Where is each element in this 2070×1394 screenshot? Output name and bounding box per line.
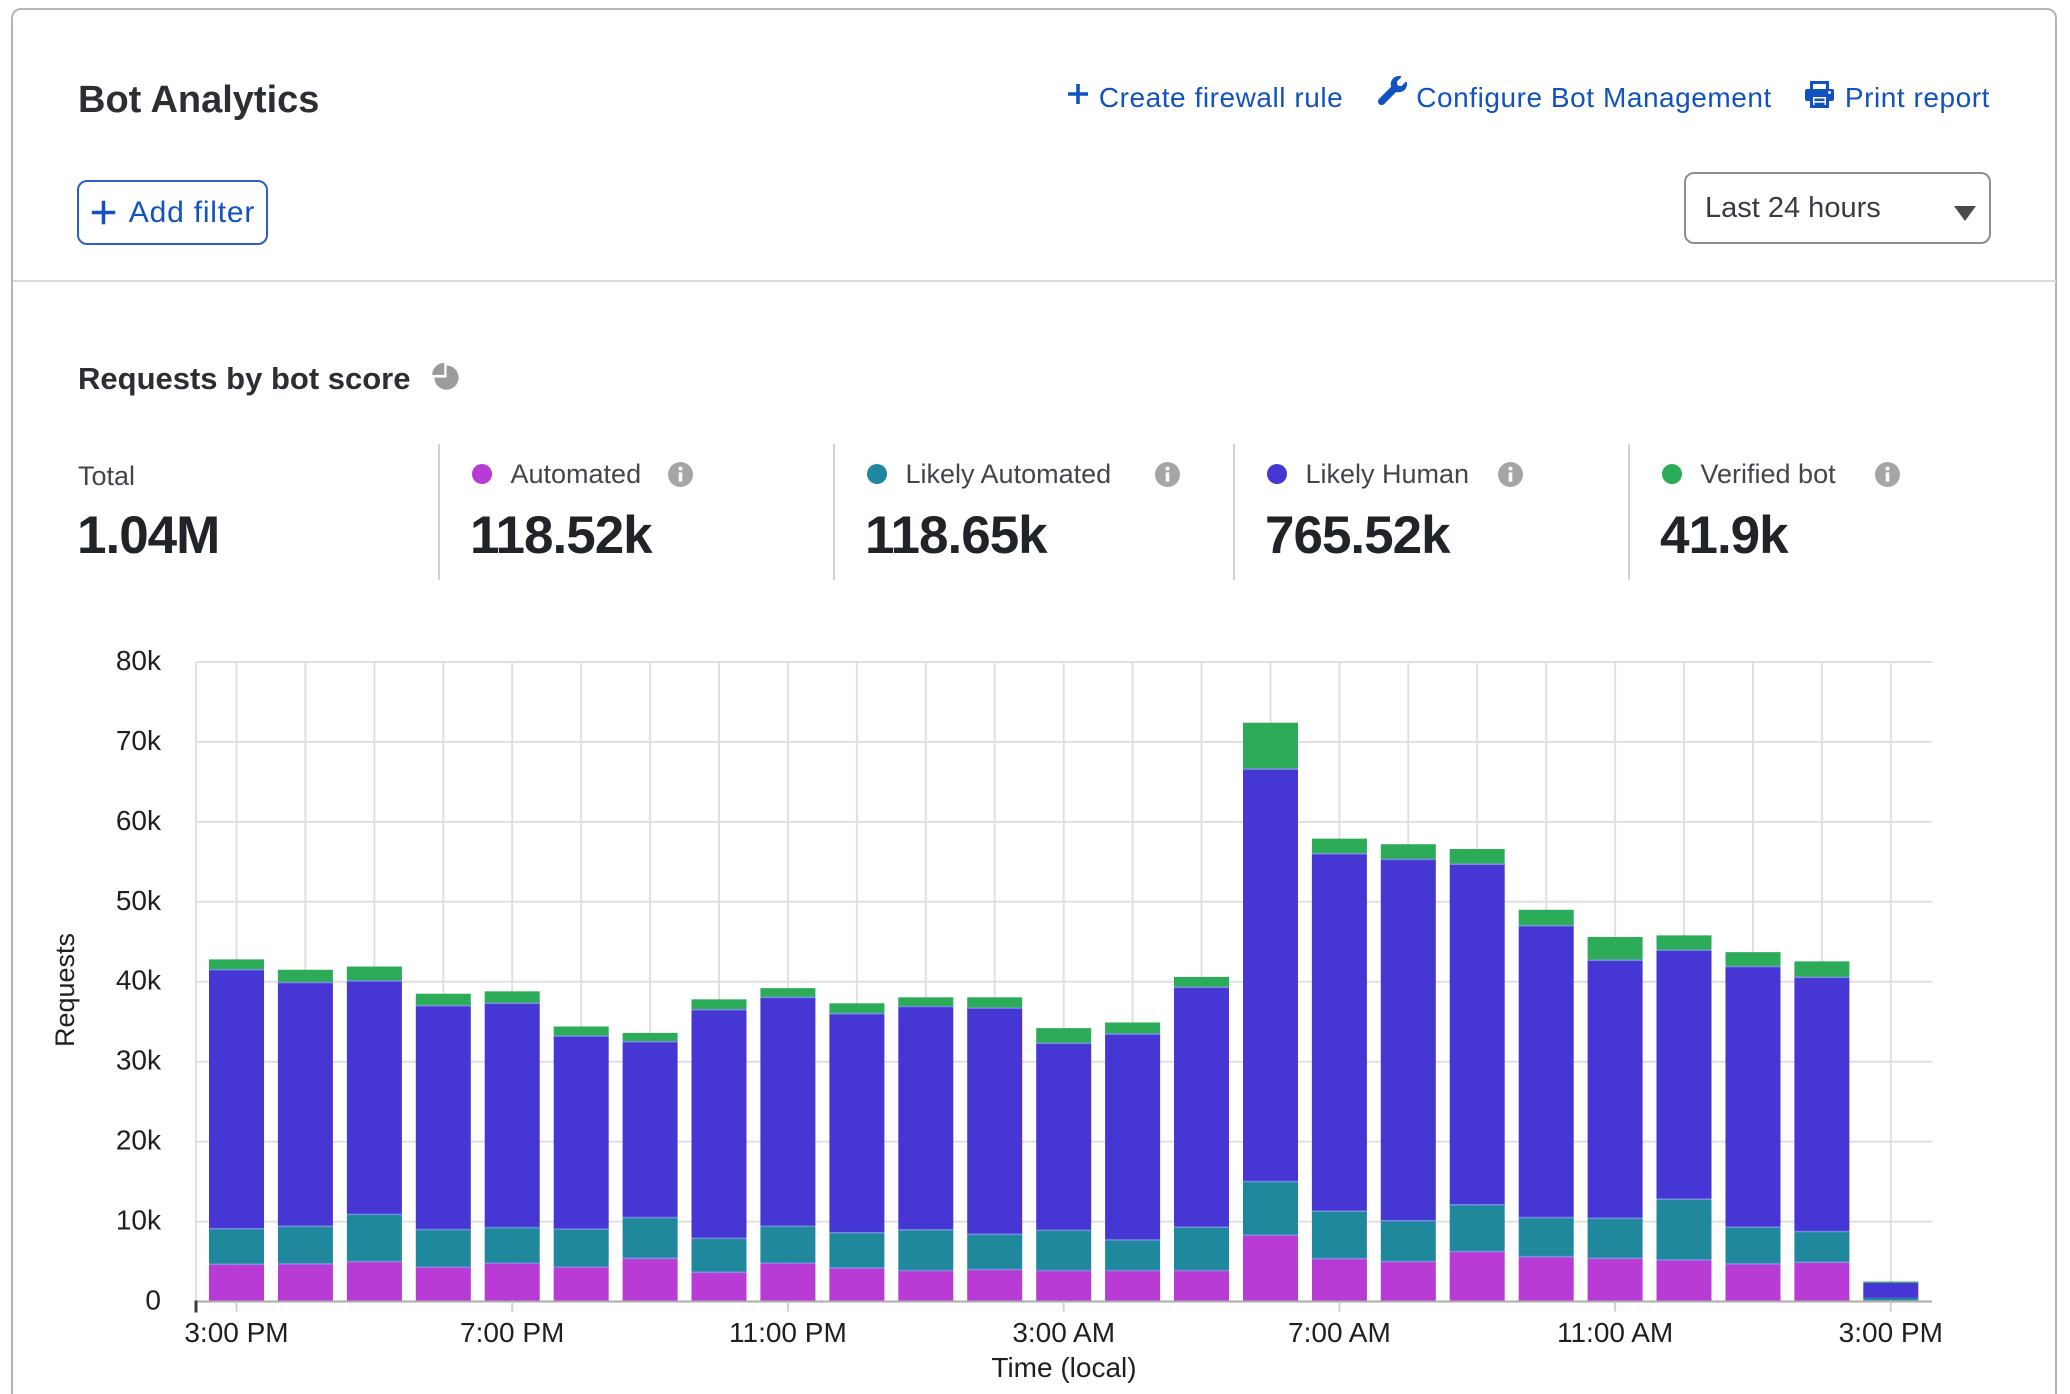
svg-text:80k: 80k — [116, 645, 162, 676]
svg-text:40k: 40k — [116, 965, 162, 996]
svg-text:11:00 PM: 11:00 PM — [729, 1317, 847, 1348]
svg-text:50k: 50k — [116, 885, 162, 916]
svg-text:11:00 AM: 11:00 AM — [1557, 1317, 1673, 1348]
svg-text:30k: 30k — [116, 1045, 162, 1076]
svg-text:3:00 AM: 3:00 AM — [1012, 1317, 1115, 1348]
svg-text:Requests: Requests — [50, 933, 80, 1047]
svg-text:20k: 20k — [116, 1125, 162, 1156]
svg-text:70k: 70k — [116, 725, 162, 756]
svg-text:7:00 AM: 7:00 AM — [1288, 1317, 1391, 1348]
svg-text:3:00 PM: 3:00 PM — [1839, 1317, 1943, 1348]
svg-text:0: 0 — [145, 1285, 161, 1316]
svg-text:7:00 PM: 7:00 PM — [460, 1317, 564, 1348]
svg-text:10k: 10k — [116, 1205, 162, 1236]
svg-text:3:00 PM: 3:00 PM — [184, 1317, 288, 1348]
svg-text:60k: 60k — [116, 805, 162, 836]
svg-text:Time (local): Time (local) — [991, 1352, 1136, 1383]
